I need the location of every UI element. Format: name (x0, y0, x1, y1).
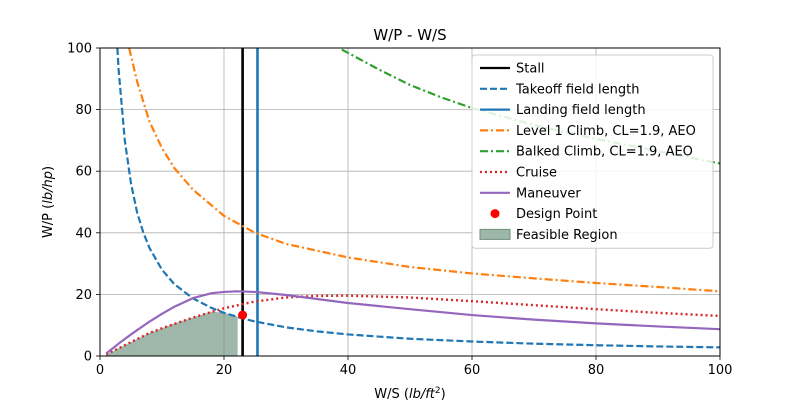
x-tick-label: 60 (464, 363, 481, 378)
x-tick-label: 80 (588, 363, 605, 378)
y-axis-label: W/P (lb/hp) (41, 166, 56, 238)
legend-label-stall: Stall (516, 62, 545, 77)
chart-title: W/P - W/S (373, 26, 446, 44)
balked-climb-cl-1-9-aeo-line (341, 48, 720, 165)
legend-marker-feasible-region (479, 228, 511, 240)
y-tick-label: 80 (75, 103, 92, 118)
feasible-region-area (106, 311, 238, 356)
legend-label-cruise: Cruise (516, 166, 557, 181)
takeoff-field-length-line (116, 48, 720, 349)
x-axis-label-close: ) (441, 387, 446, 400)
legend-label-design-point: Design Point (516, 207, 597, 222)
x-axis-label-exponent: 2 (435, 386, 441, 396)
x-axis-label-unit: lb/ft (409, 387, 436, 400)
y-tick-label: 40 (75, 226, 92, 241)
feasible-region-layer (106, 311, 238, 356)
y-tick-label: 0 (84, 350, 92, 365)
x-tick-label: 100 (708, 363, 733, 378)
legend-label-maneuver: Maneuver (516, 186, 581, 201)
legend-label-level-1-climb-cl-1-9-aeo: Level 1 Climb, CL=1.9, AEO (516, 124, 696, 139)
legend-label-balked-climb-cl-1-9-aeo: Balked Climb, CL=1.9, AEO (516, 145, 693, 160)
level-1-climb-cl-1-9-aeo-line (128, 48, 720, 293)
x-tick-label: 40 (340, 363, 357, 378)
legend-box (471, 54, 714, 249)
y-tick-label: 100 (67, 42, 92, 57)
legend-marker-design-point (490, 209, 500, 219)
x-tick-label: 20 (216, 363, 233, 378)
plot-frame (99, 47, 721, 357)
legend-label-landing-field-length: Landing field length (516, 103, 646, 118)
axis-ticks: 0 20 40 60 80 100 0 20 40 60 80 100 (67, 42, 732, 379)
y-tick-label: 60 (75, 165, 92, 180)
design-point-marker (238, 310, 248, 320)
y-tick-label: 20 (75, 288, 92, 303)
x-axis-label-main: W/S ( (374, 387, 409, 400)
legend-label-feasible-region: Feasible Region (516, 228, 618, 243)
x-axis-label: W/S (lb/ft2) (374, 386, 445, 400)
y-axis-label-main: W/P ( (41, 204, 56, 238)
maneuver-line (105, 290, 720, 355)
series-layer (105, 48, 720, 356)
y-axis-label-close: ) (41, 166, 56, 171)
legend-label-takeoff-field-length: Takeoff field length (515, 82, 639, 97)
y-axis-label-unit: lb/hp (41, 171, 56, 204)
legend: Stall Takeoff field length Landing field l… (471, 54, 714, 249)
cruise-line (105, 294, 720, 356)
x-tick-label: 0 (96, 363, 104, 378)
